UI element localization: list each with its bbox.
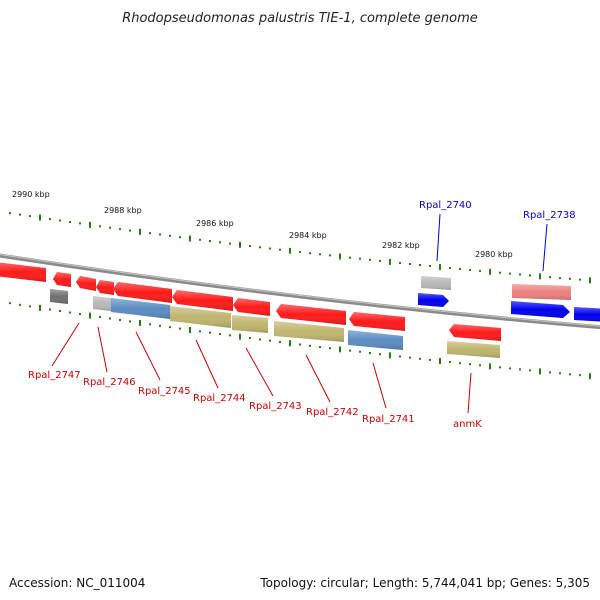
gene-shine xyxy=(50,289,68,304)
gene-shine xyxy=(421,276,451,290)
gene-shine xyxy=(449,324,501,341)
gene-shine xyxy=(349,312,405,331)
gene-shine xyxy=(113,282,172,303)
gene-shine xyxy=(447,341,500,358)
gene-label[interactable]: Rpal_2747 xyxy=(28,370,81,381)
gene-shine xyxy=(93,296,111,311)
gene-shine xyxy=(53,272,71,287)
gene-shine xyxy=(574,307,600,322)
gene-shine xyxy=(511,301,570,318)
gene-label[interactable]: Rpal_2740 xyxy=(419,200,472,211)
gene-label[interactable]: Rpal_2742 xyxy=(306,407,359,418)
scale-ticks-outer xyxy=(9,212,591,284)
scale-label: 2984 kbp xyxy=(289,231,327,240)
gene-labels: Rpal_2747 Rpal_2746 Rpal_2745 Rpal_2744 … xyxy=(28,200,576,430)
gene-label[interactable]: Rpal_2738 xyxy=(523,210,576,221)
gene-label[interactable]: anmK xyxy=(453,419,482,430)
gene-label[interactable]: Rpal_2743 xyxy=(249,401,302,412)
gene-shine xyxy=(348,330,403,350)
gene-shine xyxy=(274,321,344,342)
gene-shine xyxy=(232,315,268,333)
accession-text: Accession: NC_011004 xyxy=(9,576,145,590)
gene-label[interactable]: Rpal_2745 xyxy=(138,386,191,397)
gene-shine xyxy=(276,304,346,325)
gene-shine xyxy=(0,262,46,282)
scale-ticks-inner xyxy=(9,302,591,380)
gene-shine xyxy=(418,293,449,307)
genome-backbone-highlight xyxy=(0,254,600,327)
gene-shine xyxy=(170,306,231,328)
gene-shine xyxy=(233,298,270,316)
gene-shine xyxy=(512,284,571,300)
page-title: Rhodopseudomonas palustris TIE-1, comple… xyxy=(122,11,478,26)
scale-label: 2980 kbp xyxy=(475,250,513,259)
gene-shine xyxy=(172,290,233,311)
gene-label[interactable]: Rpal_2744 xyxy=(193,393,246,404)
gene-label[interactable]: Rpal_2741 xyxy=(362,414,415,425)
topology-text: Topology: circular; Length: 5,744,041 bp… xyxy=(259,576,590,590)
gene-shine xyxy=(96,280,114,295)
scale-label: 2988 kbp xyxy=(104,206,142,215)
scale-label: 2986 kbp xyxy=(196,219,234,228)
genome-backbone xyxy=(0,253,600,330)
scale-label: 2982 kbp xyxy=(382,241,420,250)
gene-shine xyxy=(76,276,96,291)
scale-label: 2990 kbp xyxy=(12,190,50,199)
gene-shine xyxy=(111,298,170,319)
gene-shading xyxy=(0,262,600,358)
scale-labels: 2990 kbp 2988 kbp 2986 kbp 2984 kbp 2982… xyxy=(12,190,513,259)
gene-label[interactable]: Rpal_2746 xyxy=(83,377,136,388)
label-leader-lines xyxy=(51,213,548,414)
